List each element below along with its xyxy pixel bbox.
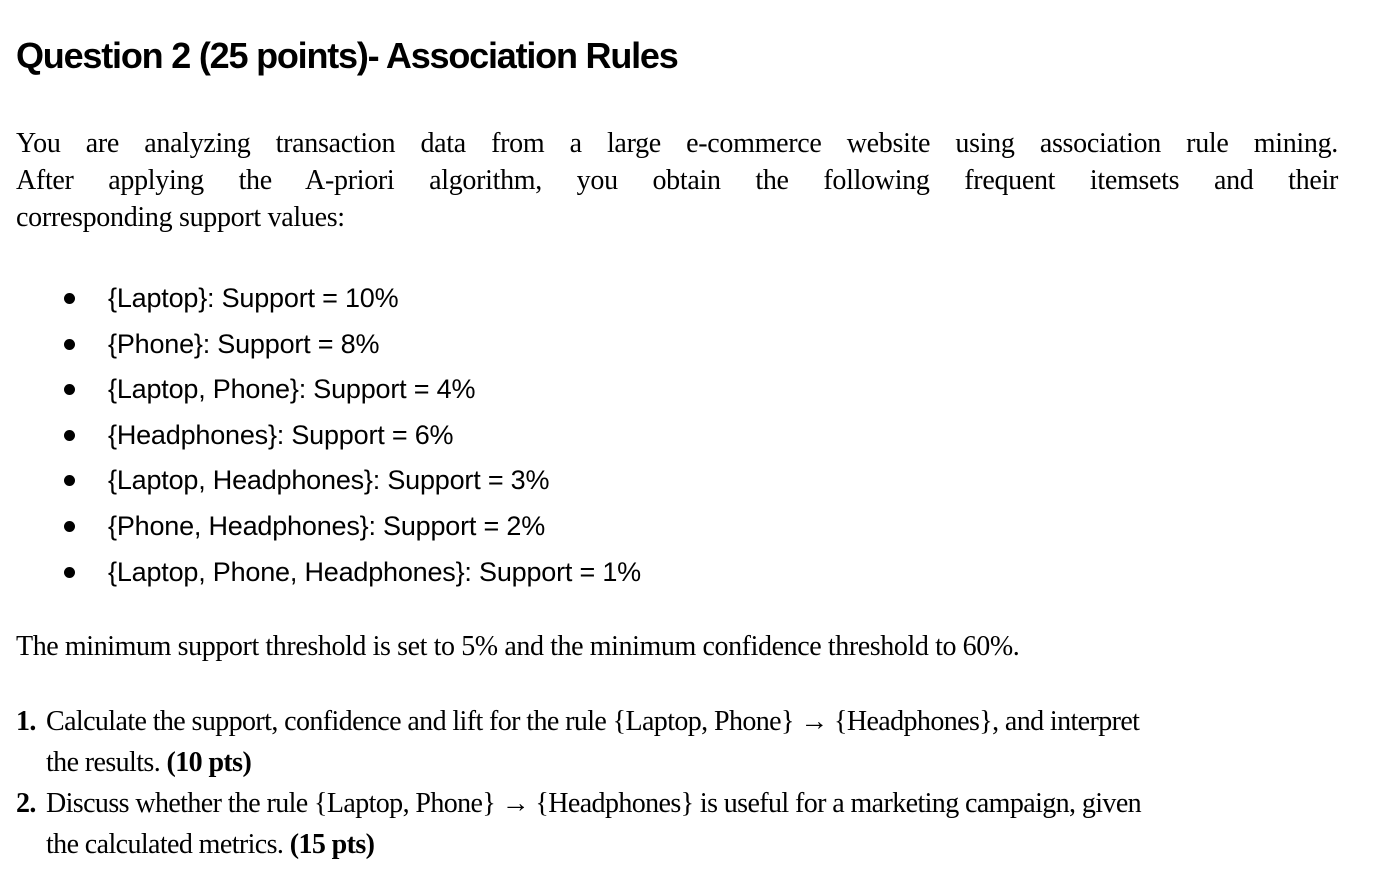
bullet-icon [64,293,75,304]
bullet-icon [64,475,75,487]
question-line-1: Calculate the support, confidence and li… [46,706,1140,738]
itemset-text: {Laptop}: Support = 10% [108,283,399,313]
question-line-2-text: the calculated metrics. [46,829,284,861]
itemset-row: {Headphones}: Support = 6% [16,413,1338,459]
question-text: Calculate the support, confidence and li… [46,701,1338,783]
bullet-icon [64,566,75,578]
itemset-text: {Laptop, Phone}: Support = 4% [108,374,476,405]
bullet-icon [64,384,75,396]
itemset-text: {Phone, Headphones}: Support = 2% [108,510,546,541]
itemset-row: {Laptop, Headphones}: Support = 3% [16,458,1338,504]
page-title: Question 2 (25 points)- Association Rule… [16,35,679,76]
bullet-icon [64,338,75,350]
intro-line-3: corresponding support values: [16,202,345,233]
question-line-2: the calculated metrics. (15 pts) [46,824,1338,865]
question-number: 1. [16,706,36,738]
itemset-row: {Laptop}: Support = 10% [16,276,1338,322]
bullet-icon [64,520,75,532]
question-item-1: 1. Calculate the support, confidence and… [16,701,1338,783]
itemset-text: {Laptop, Headphones}: Support = 3% [108,465,550,496]
itemset-list: {Laptop}: Support = 10% {Phone}: Support… [16,276,1338,595]
bullet-icon [64,429,75,441]
itemset-text: {Phone}: Support = 8% [108,328,380,359]
threshold-paragraph: The minimum support threshold is set to … [16,631,1020,663]
itemset-row: {Laptop, Phone, Headphones}: Support = 1… [16,550,1338,596]
intro-line-1: You are analyzing transaction data from … [16,128,1338,159]
question-line-2: the results. (10 pts) [46,742,1338,783]
question-list: 1. Calculate the support, confidence and… [16,701,1338,865]
question-line-1: Discuss whether the rule {Laptop, Phone}… [46,788,1142,820]
question-text: Discuss whether the rule {Laptop, Phone}… [46,783,1338,865]
question-number: 2. [16,788,36,820]
itemset-row: {Phone}: Support = 8% [16,322,1338,368]
itemset-text: {Laptop, Phone, Headphones}: Support = 1… [108,556,641,587]
question-points: (10 pts) [166,747,252,779]
question-line-2-text: the results. [46,747,161,779]
intro-line-2: After applying the A-priori algorithm, y… [16,165,1338,196]
question-points: (15 pts) [289,829,375,861]
itemset-row: {Laptop, Phone}: Support = 4% [16,367,1338,413]
itemset-text: {Headphones}: Support = 6% [108,419,454,450]
intro-paragraph: You are analyzing transaction data from … [16,125,1338,236]
question-item-2: 2. Discuss whether the rule {Laptop, Pho… [16,783,1338,865]
itemset-row: {Phone, Headphones}: Support = 2% [16,504,1338,550]
